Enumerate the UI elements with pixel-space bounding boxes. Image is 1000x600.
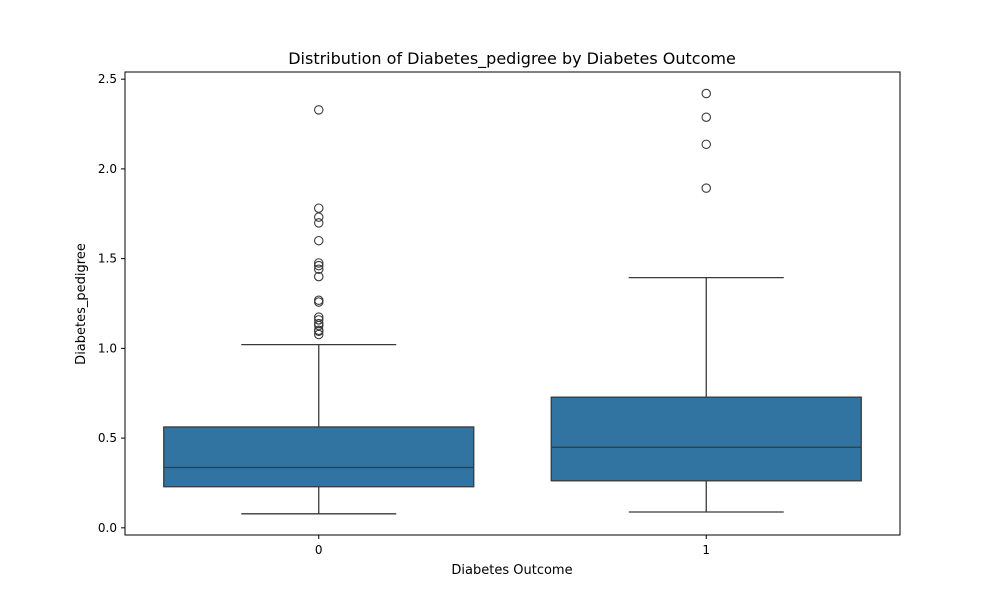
outlier-point (701, 183, 711, 193)
y-axis-label: Diabetes_pedigree (74, 243, 89, 365)
outlier-point (313, 260, 324, 271)
y-axis: 0.0 0.5 1.0 1.5 2.0 2.5 (98, 72, 125, 535)
iqr-box (163, 426, 475, 488)
x-tick-label: 0 (315, 543, 323, 557)
chart-title: Distribution of Diabetes_pedigree by Dia… (288, 49, 736, 69)
iqr-box (550, 396, 862, 482)
y-tick-label: 1.0 (98, 341, 117, 355)
y-tick-label: 1.5 (98, 252, 117, 266)
outlier-point (313, 258, 324, 268)
outlier-point (313, 105, 324, 115)
outlier-point (313, 326, 324, 337)
outlier-point (313, 315, 324, 325)
outlier-point (313, 320, 324, 331)
y-tick-label: 0.5 (98, 431, 117, 445)
outlier-point (313, 218, 324, 228)
plot-area (163, 88, 862, 515)
outlier-point (313, 264, 324, 274)
y-tick-label: 0.0 (98, 521, 117, 535)
outlier-point (313, 329, 324, 340)
outlier-point (701, 139, 711, 150)
outlier-point (701, 112, 711, 122)
outlier-point (313, 271, 324, 282)
outlier-point (313, 203, 324, 213)
outlier-point (313, 212, 324, 222)
box-group-0 (163, 105, 475, 515)
axes-frame (124, 71, 901, 536)
outlier-point (313, 297, 324, 307)
box-group-1 (550, 88, 862, 513)
y-tick-label: 2.0 (98, 162, 117, 176)
outlier-point (701, 88, 711, 99)
x-tick-label: 1 (702, 543, 710, 557)
y-tick-label: 2.5 (98, 72, 117, 86)
x-axis-label: Diabetes Outcome (451, 563, 572, 578)
outlier-point (313, 235, 324, 246)
